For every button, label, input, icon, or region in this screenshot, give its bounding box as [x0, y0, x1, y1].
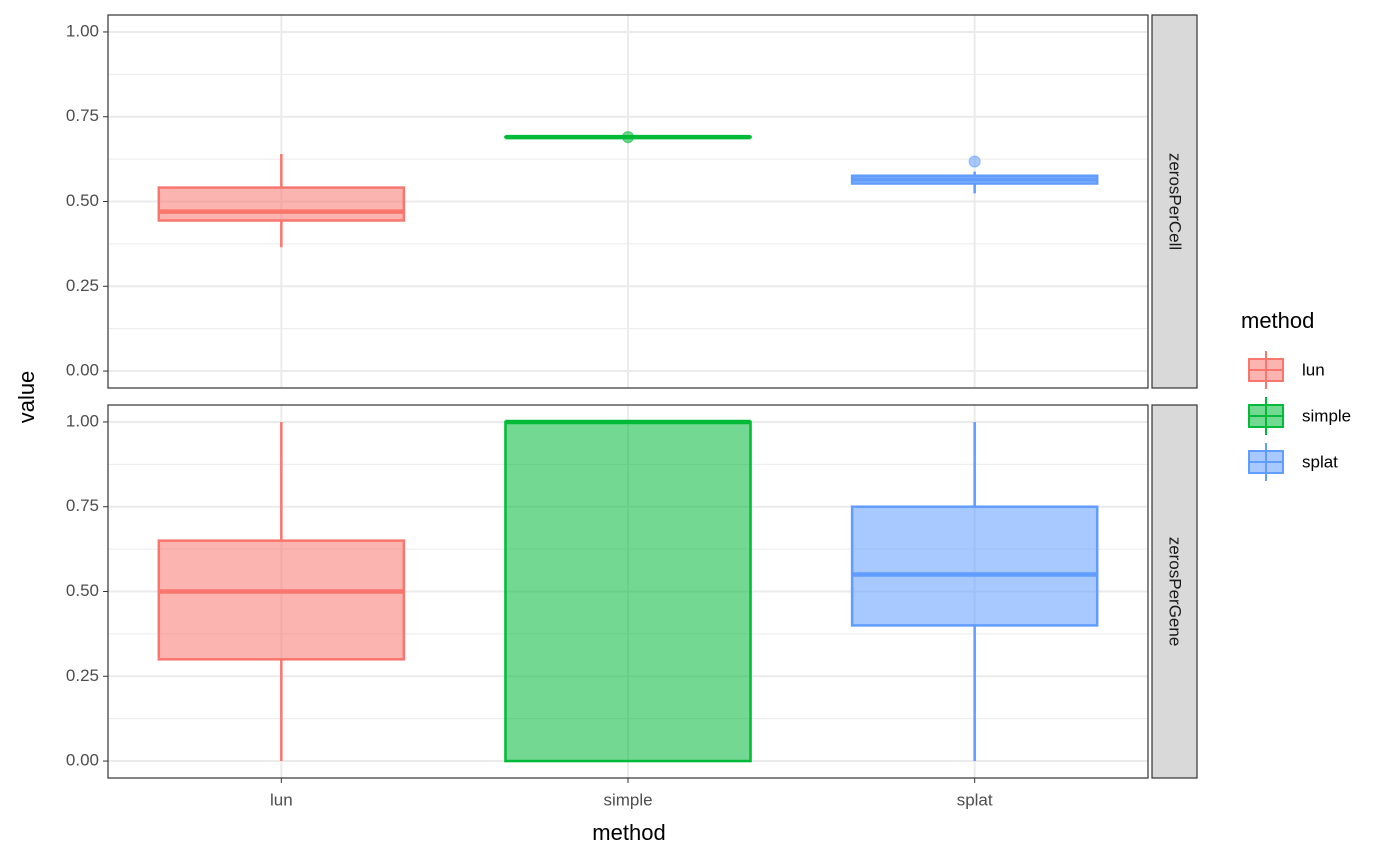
strip — [1151, 14, 1198, 389]
y-tick-label: 0.75 — [66, 106, 99, 125]
panel-border — [107, 14, 1149, 389]
legend-title: method — [1241, 308, 1314, 333]
box — [157, 186, 406, 222]
box — [504, 420, 752, 763]
x-tick-label: lun — [270, 790, 293, 809]
legend-label: lun — [1302, 360, 1325, 379]
x-axis-title: method — [592, 820, 665, 845]
strip-label: zerosPerCell — [1166, 153, 1185, 250]
y-tick-label: 0.50 — [66, 581, 99, 600]
strip — [1151, 404, 1198, 779]
x-tick-label: simple — [603, 790, 652, 809]
y-tick-label: 0.25 — [66, 276, 99, 295]
y-tick-label: 0.00 — [66, 361, 99, 380]
outlier — [622, 131, 634, 144]
legend-label: splat — [1302, 452, 1338, 471]
box — [850, 505, 1099, 627]
strip-label: zerosPerGene — [1166, 537, 1185, 647]
y-tick-label: 0.50 — [66, 191, 99, 210]
y-tick-label: 0.00 — [66, 751, 99, 770]
y-tick-label: 1.00 — [66, 21, 99, 40]
legend-label: simple — [1302, 406, 1351, 425]
x-tick-label: splat — [957, 790, 993, 809]
y-tick-label: 0.75 — [66, 496, 99, 515]
y-tick-label: 0.25 — [66, 666, 99, 685]
outlier — [968, 155, 981, 168]
y-tick-label: 1.00 — [66, 411, 99, 430]
box — [157, 539, 406, 661]
y-axis-title: value — [14, 371, 39, 424]
